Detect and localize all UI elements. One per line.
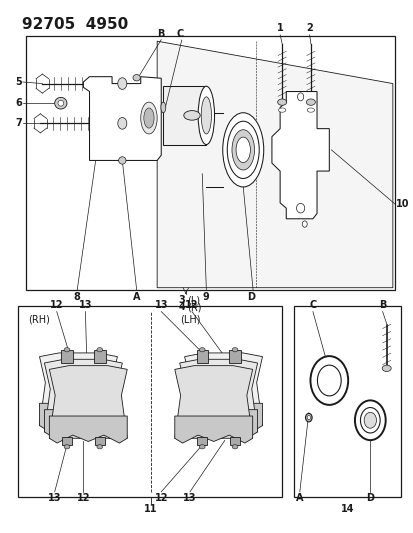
- Polygon shape: [184, 403, 262, 430]
- Polygon shape: [163, 86, 206, 144]
- Ellipse shape: [310, 356, 347, 405]
- Ellipse shape: [198, 86, 214, 144]
- Ellipse shape: [306, 99, 315, 106]
- Text: C: C: [176, 28, 183, 38]
- Text: 12: 12: [50, 300, 63, 310]
- Ellipse shape: [201, 97, 211, 134]
- Ellipse shape: [231, 130, 254, 170]
- Polygon shape: [157, 41, 392, 288]
- Text: 7: 7: [15, 118, 22, 128]
- Text: A: A: [295, 494, 303, 504]
- Text: 13: 13: [48, 494, 61, 504]
- Text: B: B: [378, 300, 385, 310]
- Bar: [294, 306, 400, 497]
- Polygon shape: [197, 437, 206, 445]
- Text: 4: 4: [178, 302, 185, 312]
- Ellipse shape: [317, 365, 340, 396]
- Ellipse shape: [119, 157, 126, 164]
- Text: A: A: [133, 292, 140, 302]
- Polygon shape: [39, 403, 117, 430]
- Polygon shape: [62, 437, 72, 445]
- Ellipse shape: [118, 78, 126, 90]
- Polygon shape: [49, 366, 127, 438]
- Text: 5: 5: [15, 77, 22, 87]
- Ellipse shape: [222, 113, 263, 187]
- Ellipse shape: [183, 111, 200, 120]
- Ellipse shape: [360, 408, 379, 433]
- Ellipse shape: [64, 445, 70, 449]
- Ellipse shape: [297, 93, 303, 101]
- Ellipse shape: [118, 117, 126, 129]
- Polygon shape: [179, 359, 257, 432]
- Text: D: D: [247, 292, 255, 302]
- Polygon shape: [229, 350, 240, 363]
- Polygon shape: [83, 77, 161, 160]
- Ellipse shape: [232, 445, 237, 449]
- Ellipse shape: [363, 413, 375, 428]
- Text: 8: 8: [74, 292, 81, 302]
- Polygon shape: [196, 350, 207, 363]
- Text: B: B: [157, 28, 164, 38]
- Text: (L): (L): [186, 295, 199, 305]
- Text: 3: 3: [178, 295, 185, 305]
- Polygon shape: [271, 92, 328, 219]
- Ellipse shape: [306, 108, 314, 112]
- Ellipse shape: [227, 121, 259, 179]
- Ellipse shape: [381, 365, 390, 372]
- Ellipse shape: [232, 348, 237, 352]
- Ellipse shape: [58, 100, 64, 106]
- Ellipse shape: [133, 75, 140, 81]
- Text: 2: 2: [306, 23, 312, 33]
- Ellipse shape: [64, 348, 70, 352]
- Text: (RH): (RH): [28, 314, 50, 324]
- Text: 10: 10: [395, 199, 408, 209]
- Polygon shape: [95, 437, 104, 445]
- Polygon shape: [44, 410, 122, 437]
- Polygon shape: [179, 410, 257, 437]
- Text: 14: 14: [340, 504, 354, 513]
- Ellipse shape: [278, 108, 285, 112]
- Ellipse shape: [97, 445, 102, 449]
- Text: 13: 13: [78, 300, 92, 310]
- Ellipse shape: [305, 414, 311, 422]
- Polygon shape: [39, 353, 117, 425]
- Ellipse shape: [301, 221, 306, 227]
- Ellipse shape: [161, 102, 165, 113]
- Ellipse shape: [199, 445, 204, 449]
- Text: 9: 9: [202, 292, 209, 302]
- Ellipse shape: [296, 204, 304, 213]
- Text: 12: 12: [185, 300, 198, 310]
- Text: C: C: [309, 300, 316, 310]
- Text: (LH): (LH): [179, 314, 200, 324]
- Text: 12: 12: [76, 494, 90, 504]
- Bar: [26, 36, 394, 290]
- Ellipse shape: [235, 137, 250, 163]
- Text: 1: 1: [276, 23, 283, 33]
- Ellipse shape: [55, 98, 67, 109]
- Polygon shape: [174, 416, 252, 443]
- Text: 12: 12: [154, 494, 168, 504]
- Polygon shape: [49, 416, 127, 443]
- Ellipse shape: [277, 99, 286, 106]
- Text: (R): (R): [186, 302, 201, 312]
- Polygon shape: [61, 350, 73, 363]
- Text: 13: 13: [154, 300, 168, 310]
- Text: D: D: [366, 494, 373, 504]
- Polygon shape: [230, 437, 240, 445]
- Ellipse shape: [354, 400, 385, 440]
- Ellipse shape: [140, 102, 157, 134]
- Polygon shape: [94, 350, 105, 363]
- Ellipse shape: [97, 348, 102, 352]
- Ellipse shape: [306, 416, 310, 419]
- Text: 11: 11: [144, 504, 157, 513]
- Text: 92705  4950: 92705 4950: [22, 17, 128, 33]
- Ellipse shape: [143, 108, 154, 128]
- Text: 6: 6: [15, 98, 22, 108]
- Ellipse shape: [199, 348, 204, 352]
- Polygon shape: [44, 359, 122, 432]
- Bar: [18, 306, 282, 497]
- Text: 13: 13: [183, 494, 196, 504]
- Polygon shape: [174, 366, 252, 438]
- Polygon shape: [184, 353, 262, 425]
